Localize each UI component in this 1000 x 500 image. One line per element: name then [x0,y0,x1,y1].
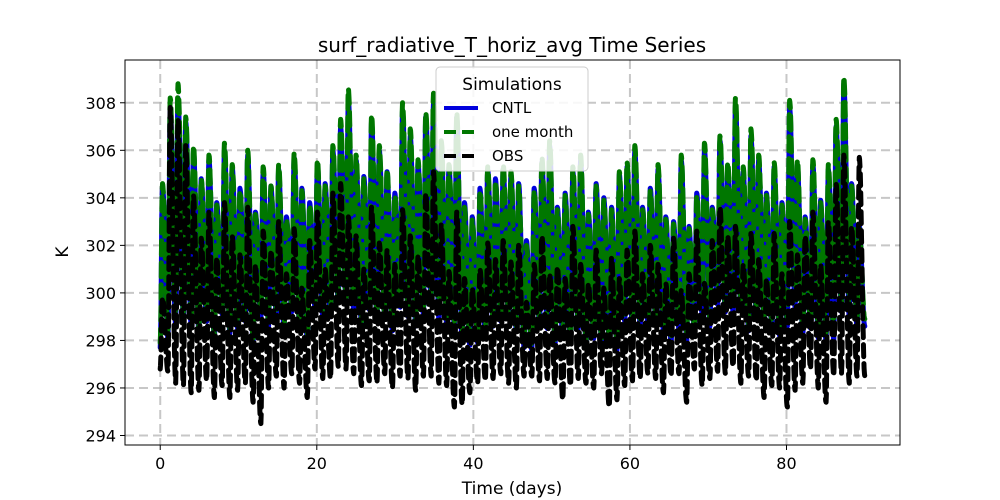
x-tick-label: 40 [463,454,483,473]
legend: Simulations CNTL one month OBS [435,66,589,172]
y-tick-label: 304 [85,189,116,208]
y-tick-label: 302 [85,236,116,255]
x-axis: 0 20 40 60 80 [155,445,797,473]
y-axis: 294 296 298 300 302 304 306 308 [85,94,125,445]
x-tick-label: 60 [620,454,640,473]
series-layer [157,74,868,427]
y-tick-label: 308 [85,94,116,113]
y-tick-label: 296 [85,379,116,398]
legend-box [435,66,589,172]
y-tick-label: 298 [85,331,116,350]
x-tick-label: 20 [307,454,327,473]
series-line-obs [157,105,868,427]
x-tick-label: 0 [155,454,165,473]
x-tick-label: 80 [776,454,796,473]
legend-label-obs: OBS [492,147,523,165]
legend-title: Simulations [462,75,562,95]
y-tick-label: 300 [85,284,116,303]
y-tick-label: 306 [85,141,116,160]
plot-frame [124,59,901,446]
legend-label-cntl: CNTL [492,99,532,117]
chart-title: surf_radiative_T_horiz_avg Time Series [318,33,706,57]
x-axis-label: Time (days) [461,479,562,499]
legend-label-one-month: one month [492,123,573,141]
y-tick-label: 294 [85,426,116,445]
y-axis-label: K [53,246,73,258]
